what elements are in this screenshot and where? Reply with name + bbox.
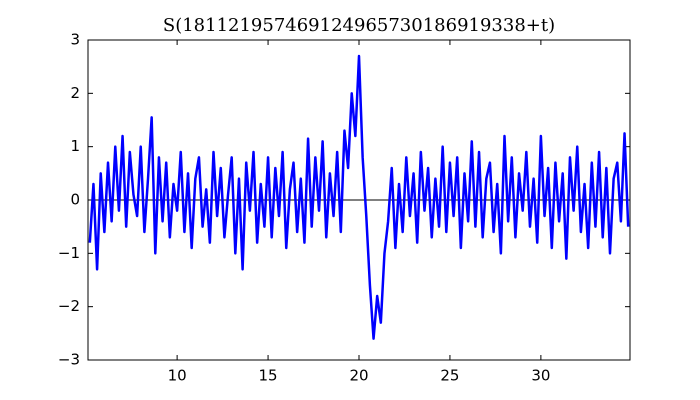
x-tick-label: 25 [440, 367, 459, 385]
x-tick-label: 10 [168, 367, 187, 385]
x-tick-label: 30 [531, 367, 550, 385]
y-tick-label: −2 [58, 297, 80, 315]
x-tick-label: 20 [349, 367, 368, 385]
plot-frame [87, 39, 631, 361]
chart-title: S(181121957469124965730186919338+t) [163, 15, 555, 36]
data-line [88, 54, 630, 340]
y-tick-label: 3 [70, 31, 80, 49]
x-tick-label: 15 [259, 367, 278, 385]
y-tick-label: 2 [70, 84, 80, 102]
y-tick-label: 1 [70, 137, 80, 155]
y-tick-label: −1 [58, 244, 80, 262]
y-tick-label: 0 [70, 191, 80, 209]
y-tick-label: −3 [58, 351, 80, 369]
